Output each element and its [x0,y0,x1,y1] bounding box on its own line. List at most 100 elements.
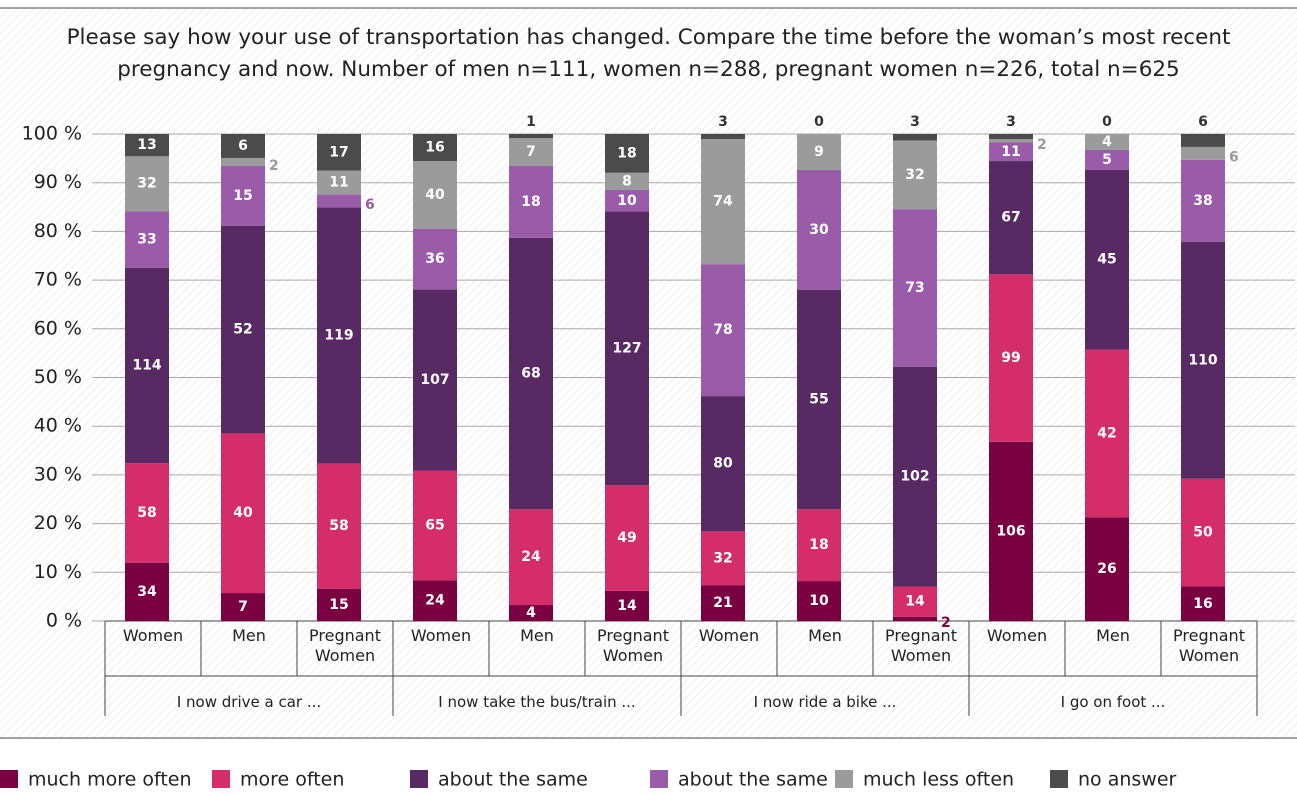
x-tick-label: Women [698,626,760,645]
bar-segment [125,156,169,212]
bar-segment [605,134,649,173]
data-label: 14 [617,598,637,614]
data-label: 18 [809,537,828,553]
bar-segment [317,194,361,208]
data-label: 2 [1037,137,1047,153]
group-label: I go on foot ... [1060,693,1166,711]
data-label: 42 [1097,425,1116,441]
data-label: 9 [814,144,824,160]
bar-segment [413,289,457,471]
data-label: 6 [1198,114,1208,130]
data-label: 13 [137,137,156,153]
x-tick-label: Women [986,626,1048,645]
bar-segment [221,165,265,226]
data-label: 38 [1193,193,1212,209]
bar-segment [989,441,1033,621]
bar-segment [509,165,553,238]
legend-label: no answer [1078,769,1177,791]
bar-segment [1085,517,1129,621]
data-label: 65 [425,517,444,533]
data-label: 26 [1097,561,1116,577]
bar-segment [509,137,553,166]
data-label: 17 [329,144,348,160]
data-label: 6 [365,197,375,213]
bar-segment [1181,586,1225,621]
bar-segment [893,366,937,587]
bar-segment [605,590,649,621]
data-label: 78 [713,322,732,338]
bar-segment [893,134,937,141]
bar-segment [989,142,1033,162]
legend-label: much more often [28,769,192,791]
bar-segment [893,209,937,367]
data-label: 10 [617,193,637,209]
data-label: 3 [718,114,728,130]
y-tick-label: 100 % [22,123,82,145]
bar-segment [701,585,745,621]
legend-label: about the same [438,769,588,791]
data-label: 24 [521,549,541,565]
bar-segment [989,161,1033,275]
data-label: 21 [713,595,732,611]
data-label: 33 [137,231,156,247]
bar-segment [989,134,1033,140]
bar-segment [797,509,841,582]
bar-segment [221,593,265,621]
bar-segment [893,140,937,210]
y-tick-label: 10 % [34,561,82,583]
x-tick-label: Pregnant Women [309,626,381,665]
data-label: 7 [526,144,536,160]
data-label: 34 [137,584,157,600]
y-tick-label: 30 % [34,463,82,485]
data-label: 127 [612,340,641,356]
data-label: 110 [1188,352,1217,368]
data-label: 67 [1001,210,1020,226]
data-label: 58 [137,505,156,521]
bar-segment [797,169,841,290]
bar-segment [893,616,937,621]
data-label: 32 [905,167,924,183]
legend-label: about the same [678,769,828,791]
bar-segment [125,134,169,157]
y-tick-label: 40 % [34,415,82,437]
data-label: 0 [1102,114,1112,130]
x-tick-label: Men [520,626,554,645]
bar-segment [125,463,169,563]
bar-segment [701,264,745,397]
y-tick-label: 20 % [34,512,82,534]
x-tick-label: Pregnant Women [1173,626,1245,665]
data-label: 2 [941,615,951,631]
bar-segment [509,605,553,621]
x-tick-label: Women [410,626,472,645]
data-label: 2 [269,158,279,174]
bar-segment [509,509,553,606]
data-label: 3 [910,114,920,130]
data-label: 58 [329,518,348,534]
bar-segment [605,211,649,486]
bar-segment [221,433,265,594]
x-tick-label: Men [232,626,266,645]
data-label: 6 [1229,149,1239,165]
data-label: 8 [622,173,632,189]
bar-segment [605,190,649,212]
data-label: 55 [809,391,828,407]
bar-segment [125,562,169,621]
bar-segment [125,267,169,464]
data-label: 7 [238,599,248,615]
bar-segment [701,396,745,532]
bar-segment [221,225,265,434]
data-label: 16 [425,140,444,156]
data-label: 40 [425,187,445,203]
data-label: 15 [233,188,252,204]
y-tick-label: 80 % [34,220,82,242]
bar-segment [701,134,745,140]
legend-swatch [650,770,668,788]
bar-segment [1085,134,1129,150]
bar-segment [605,485,649,591]
data-label: 6 [238,138,248,154]
bar-segment [605,172,649,191]
y-tick-label: 90 % [34,171,82,193]
bar-segment [989,274,1033,442]
group-label: I now ride a bike ... [753,693,897,711]
